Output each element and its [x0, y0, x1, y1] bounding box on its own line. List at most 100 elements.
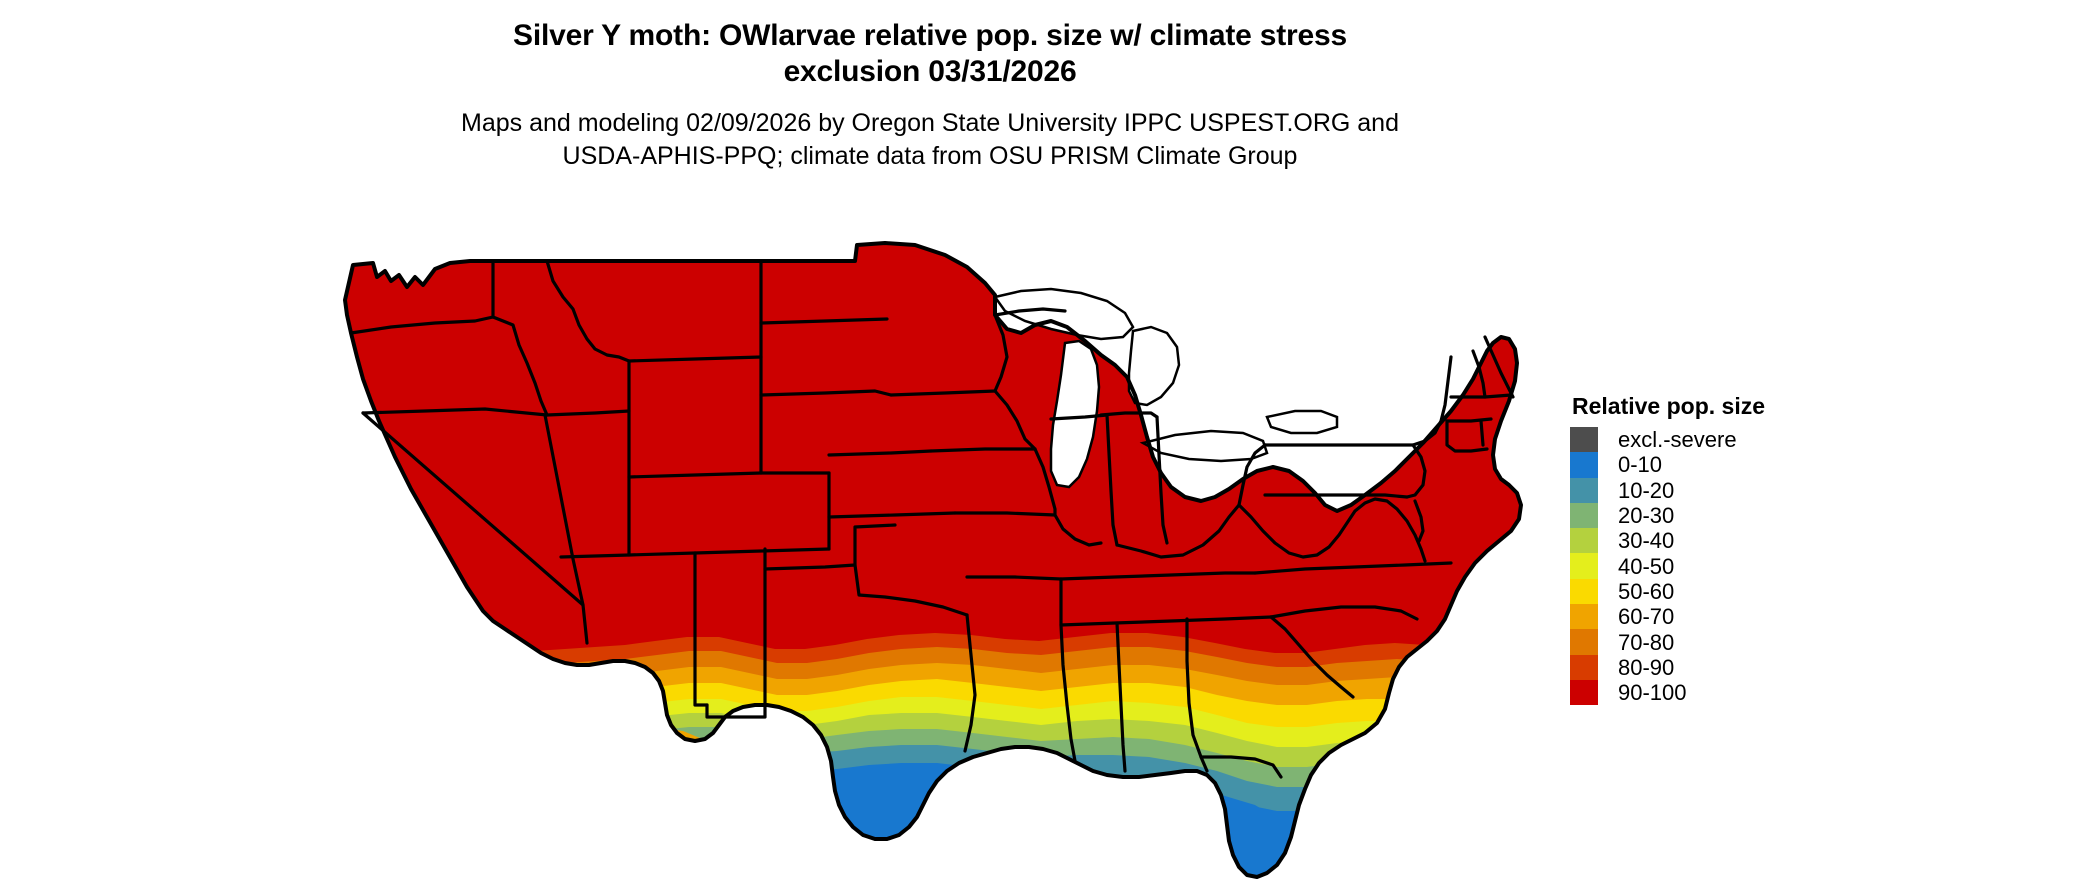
border-ok-tx [763, 563, 969, 617]
border-ma-ct [1445, 419, 1489, 453]
lake-huron [1127, 325, 1181, 407]
border-ny-vt-ma [1411, 355, 1453, 447]
border-sc-nc [1269, 605, 1419, 621]
state-boundaries [349, 259, 1515, 779]
legend-label: 30-40 [1618, 528, 1675, 554]
border-or-id [491, 315, 549, 417]
legend-label: 90-100 [1618, 680, 1687, 706]
border-ga-fl [1199, 755, 1283, 779]
border-wa-or [349, 315, 495, 335]
border-mn-ia [889, 389, 997, 397]
border-md-de [1413, 499, 1425, 543]
border-ga-sc [1269, 615, 1355, 699]
border-tx-panhandle [853, 523, 897, 567]
legend-swatch [1570, 553, 1598, 579]
legend-swatch [1570, 427, 1598, 453]
legend-row: excl.-severe [1570, 427, 1900, 453]
legend-row: 90-100 [1570, 679, 1900, 706]
border-sd-ne [759, 389, 893, 397]
legend-swatch [1570, 502, 1598, 529]
raster-gulf-florida [345, 767, 1305, 877]
border-ia-mo [929, 447, 1037, 453]
legend-row: 70-80 [1570, 629, 1900, 655]
us-national-border [343, 241, 1523, 879]
border-la-ms [1059, 577, 1077, 763]
raster-band-southern-gradient [345, 633, 1521, 877]
lake-erie [1139, 429, 1269, 463]
raster-nm-class-0-10 [625, 745, 729, 797]
legend-row: 40-50 [1570, 553, 1900, 579]
raster-gulf-class-0-10 [345, 767, 1305, 877]
border-mi-wi [993, 307, 1067, 317]
border-ny-ct-ma [1445, 417, 1493, 423]
legend-label: 70-80 [1618, 629, 1675, 655]
border-tn-ms-al-ga [1059, 615, 1273, 627]
border-mt-wy [627, 355, 763, 363]
legend-label: 50-60 [1618, 578, 1675, 604]
border-ma-nh [1449, 393, 1513, 399]
border-nv-ca [361, 411, 589, 645]
border-id-mt [545, 259, 631, 363]
border-al-ga [1185, 617, 1209, 773]
legend-label: 10-20 [1618, 477, 1675, 503]
map-canvas [295, 205, 1545, 885]
legend-swatch [1570, 654, 1598, 680]
border-pa-md [1263, 493, 1409, 499]
legend-row: 10-20 [1570, 477, 1900, 503]
legend-label: excl.-severe [1618, 427, 1737, 453]
border-mn-wi [993, 313, 1009, 393]
border-ne-ks [827, 449, 933, 457]
lake-superior [992, 287, 1135, 341]
page-subtitle: Maps and modeling 02/09/2026 by Oregon S… [461, 109, 1399, 170]
legend-swatch [1570, 477, 1598, 503]
legend-swatch [1570, 604, 1598, 630]
legend-title: Relative pop. size [1572, 393, 1766, 419]
raster-socal-class-0-10 [445, 721, 567, 793]
legend-swatch [1570, 578, 1598, 605]
raster-ca-class-0-10 [387, 597, 495, 723]
page-title: Silver Y moth: OWlarvae relative pop. si… [513, 19, 1347, 88]
legend-row: 20-30 [1570, 502, 1900, 529]
raster-az-class-0-10 [527, 717, 661, 785]
border-wv-oh [1237, 443, 1267, 507]
border-co-nm [693, 547, 831, 555]
legend-label: 60-70 [1618, 604, 1675, 630]
border-nd-sd [759, 317, 889, 325]
border-wy-co [627, 471, 763, 479]
border-or-nv-ca [361, 407, 549, 417]
us-choropleth-map [343, 241, 1523, 879]
border-ms-al [1115, 621, 1127, 773]
border-vt-nh [1471, 349, 1487, 399]
border-ar-la [965, 575, 1063, 581]
legend-row: 60-70 [1570, 604, 1900, 630]
border-pa-nj [1405, 443, 1427, 499]
border-ct-ri [1479, 419, 1485, 447]
legend-label: 20-30 [1618, 503, 1675, 529]
border-oh-ky [1115, 503, 1241, 559]
legend-swatch [1570, 679, 1598, 706]
border-nm-tx [705, 547, 767, 719]
border-az-nm [693, 551, 709, 707]
legend-label: 0-10 [1618, 452, 1663, 478]
legend-row: 80-90 [1570, 654, 1900, 680]
legend-label: 40-50 [1618, 553, 1675, 579]
legend-list: excl.-severe 0-10 10-20 20-30 30-40 40-50 50-6… [1570, 427, 1900, 706]
legend-swatch [1570, 528, 1598, 554]
lake-ontario [1265, 409, 1339, 435]
legend-swatch [1570, 629, 1598, 655]
legend-label: 80-90 [1618, 654, 1675, 680]
border-mo-ar [953, 511, 1057, 517]
border-id-nv-ut [545, 359, 631, 417]
border-tx-la [963, 613, 977, 753]
legend-row: 50-60 [1570, 578, 1900, 605]
legend-row: 0-10 [1570, 452, 1900, 478]
border-mi-oh-in [1099, 411, 1159, 419]
border-ia-il [993, 389, 1103, 547]
border-nv-ut [543, 413, 585, 607]
raster-layer [345, 243, 1521, 877]
title-block: Silver Y moth: OWlarvae relative pop. si… [0, 18, 1860, 173]
border-va-wv [1237, 497, 1427, 563]
border-nc-va [1253, 561, 1453, 575]
border-ky-tn [1059, 571, 1257, 581]
